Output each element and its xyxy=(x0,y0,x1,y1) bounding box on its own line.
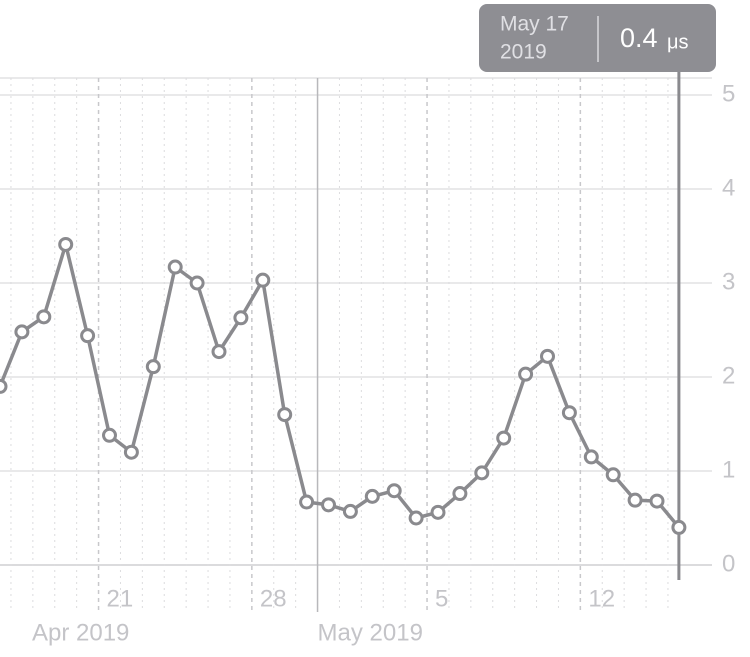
point xyxy=(14,324,30,340)
y-tick-label: 4 xyxy=(722,174,735,201)
x-tick-label: 21 xyxy=(107,585,134,612)
point xyxy=(430,504,446,520)
point xyxy=(671,519,687,535)
x-tick-label: 28 xyxy=(260,585,287,612)
point xyxy=(342,503,358,519)
point xyxy=(627,492,643,508)
point xyxy=(540,348,555,364)
point xyxy=(58,236,74,252)
tooltip-value: 0.4 xyxy=(620,23,658,53)
point xyxy=(386,483,402,499)
point xyxy=(277,407,293,423)
tooltip-year: 2019 xyxy=(500,41,547,64)
x-tick-label: 5 xyxy=(435,585,448,612)
point xyxy=(605,467,621,483)
y-tick-label: 5 xyxy=(722,80,735,107)
point xyxy=(474,465,490,481)
marks xyxy=(0,66,687,580)
point xyxy=(452,486,468,502)
point xyxy=(36,309,52,325)
y-tick-label: 0 xyxy=(722,550,735,577)
tooltip-date: May 17 xyxy=(500,13,569,36)
point xyxy=(255,272,271,288)
y-tick-label: 3 xyxy=(722,268,735,295)
x-tick-label: 12 xyxy=(588,585,615,612)
tooltip: May 17 2019 0.4 μs xyxy=(479,4,716,72)
y-tick-label: 2 xyxy=(722,362,735,389)
point xyxy=(123,444,139,460)
point xyxy=(321,497,336,513)
point xyxy=(364,488,380,504)
point xyxy=(561,405,577,421)
point xyxy=(0,378,8,394)
point xyxy=(299,494,315,510)
point xyxy=(518,366,534,382)
point xyxy=(80,328,96,344)
point xyxy=(211,344,227,360)
point xyxy=(167,259,183,275)
month-label: Apr 2019 xyxy=(32,619,129,646)
point xyxy=(233,310,249,326)
point xyxy=(408,510,424,526)
point xyxy=(649,493,665,509)
y-tick-label: 1 xyxy=(722,456,735,483)
tooltip-unit: μs xyxy=(667,31,689,53)
point xyxy=(496,430,512,446)
point xyxy=(189,275,205,291)
point xyxy=(102,427,117,443)
point xyxy=(583,449,599,465)
point xyxy=(145,359,161,375)
month-label: May 2019 xyxy=(318,619,423,646)
